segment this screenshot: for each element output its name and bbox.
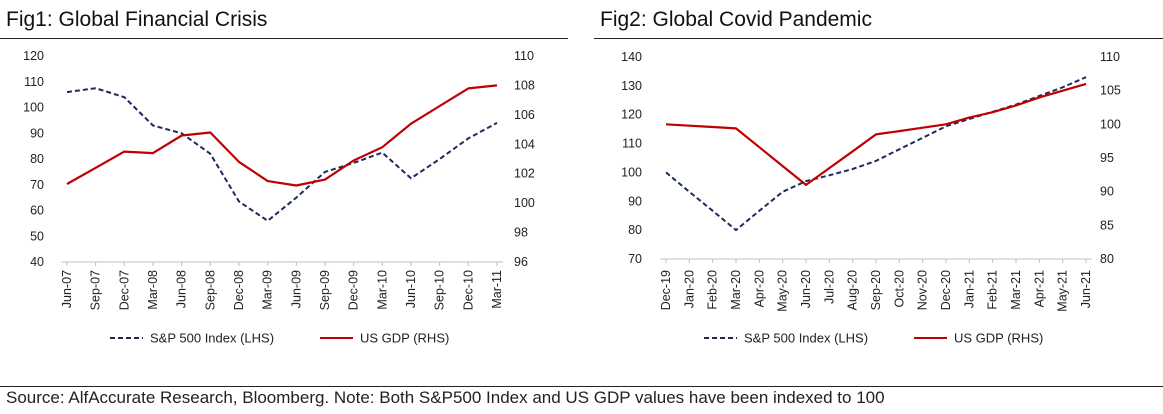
x-tick-label: Feb-21: [986, 270, 1000, 310]
x-tick-label: Dec-10: [461, 270, 475, 310]
y-left-tick-label: 90: [628, 194, 642, 208]
legend-label: US GDP (RHS): [360, 331, 449, 346]
y-left-tick-label: 80: [30, 152, 44, 166]
y-left-tick-label: 110: [622, 137, 642, 151]
y-right-tick-label: 110: [1100, 50, 1120, 64]
x-tick-label: Jun-10: [404, 270, 418, 308]
chart-plot-covid: 70 80 90 100 110 120 130 140 80 85 90 95 100 105 110 De…: [621, 50, 1121, 346]
x-tick-label: Mar-09: [261, 270, 275, 310]
y-right-tick-label: 104: [514, 137, 535, 151]
x-tick-label: May-20: [776, 270, 790, 312]
x-tick-label: Nov-20: [916, 270, 930, 310]
x-tick-label: Jun-09: [289, 270, 303, 308]
y-right-tick-label: 105: [1100, 84, 1121, 98]
source-note: Source: AlfAccurate Research, Bloomberg.…: [6, 388, 885, 407]
y-left-tick-label: 70: [628, 252, 642, 266]
x-tick-label: Mar-10: [375, 270, 389, 310]
x-tick-label: Sep-07: [89, 270, 103, 310]
x-tick-label: Sep-09: [318, 270, 332, 310]
x-tick-label: Jan-20: [682, 270, 696, 308]
y-right-tick-label: 96: [514, 255, 528, 269]
legend-label: S&P 500 Index (LHS): [744, 331, 868, 346]
x-tick-label: Mar-08: [146, 270, 160, 310]
y-left-tick-label: 110: [24, 75, 44, 89]
x-tick-label: May-21: [1056, 270, 1070, 312]
x-tick-label: Sep-08: [203, 270, 217, 310]
y-left-tick-label: 80: [628, 223, 642, 237]
series-line-sp500: [665, 76, 1087, 232]
y-right-tick-label: 85: [1100, 218, 1114, 232]
y-left-tick-label: 40: [30, 255, 44, 269]
legend-label: S&P 500 Index (LHS): [150, 331, 274, 346]
x-tick-label: Dec-08: [232, 270, 246, 310]
x-tick-label: Mar-11: [490, 270, 504, 309]
y-right-tick-label: 90: [1100, 185, 1114, 199]
y-right-tick-label: 110: [514, 49, 534, 63]
chart-title: Fig2: Global Covid Pandemic: [600, 8, 872, 31]
chart-plot-gfc: 40 50 60 70 80 90 100 110 120 96 98 100 102 104 106 108…: [23, 49, 535, 346]
y-right-tick-label: 100: [1100, 117, 1121, 131]
y-left-tick-label: 130: [621, 79, 642, 93]
y-left-tick-label: 90: [30, 126, 44, 140]
y-left-tick-label: 100: [23, 101, 44, 115]
x-tick-label: Jun-21: [1079, 270, 1093, 308]
x-tick-label: Sep-20: [869, 270, 883, 310]
x-tick-label: Mar-20: [729, 270, 743, 310]
x-tick-label: Jul-20: [822, 270, 836, 304]
y-right-tick-label: 100: [514, 196, 535, 210]
title-divider: [0, 38, 568, 39]
x-tick-label: Sep-10: [433, 270, 447, 310]
x-tick-label: Oct-20: [892, 270, 906, 308]
series-line-sp500: [66, 87, 498, 222]
x-tick-label: Apr-20: [752, 270, 766, 308]
series-line-gdp: [66, 84, 498, 187]
x-tick-label: Jun-20: [799, 270, 813, 308]
y-left-tick-label: 120: [23, 49, 44, 63]
x-tick-label: Aug-20: [846, 270, 860, 310]
y-left-tick-label: 50: [30, 229, 44, 243]
y-left-tick-label: 140: [621, 50, 642, 64]
y-right-tick-label: 80: [1100, 252, 1114, 266]
x-tick-label: Jan-21: [962, 270, 976, 308]
y-left-tick-label: 100: [621, 165, 642, 179]
x-tick-label: Mar-21: [1009, 270, 1023, 310]
y-left-tick-label: 120: [621, 108, 642, 122]
y-right-tick-label: 98: [514, 226, 528, 240]
x-tick-label: Jun-07: [60, 270, 74, 308]
y-right-tick-label: 108: [514, 78, 535, 92]
x-tick-label: Apr-21: [1032, 270, 1046, 308]
x-tick-label: Dec-19: [659, 270, 673, 310]
footer-divider: [0, 386, 1163, 387]
y-right-tick-label: 102: [514, 167, 535, 181]
x-tick-label: Dec-20: [939, 270, 953, 310]
y-left-tick-label: 60: [30, 204, 44, 218]
title-divider: [594, 38, 1163, 39]
legend-label: US GDP (RHS): [954, 331, 1043, 346]
x-tick-label: Dec-09: [347, 270, 361, 310]
series-line-gdp: [665, 82, 1087, 186]
y-right-tick-label: 95: [1100, 151, 1114, 165]
y-left-tick-label: 70: [30, 178, 44, 192]
x-tick-label: Feb-20: [706, 270, 720, 310]
x-tick-label: Dec-07: [117, 270, 131, 310]
y-right-tick-label: 106: [514, 108, 535, 122]
chart-title: Fig1: Global Financial Crisis: [6, 8, 268, 31]
x-tick-label: Jun-08: [175, 270, 189, 308]
